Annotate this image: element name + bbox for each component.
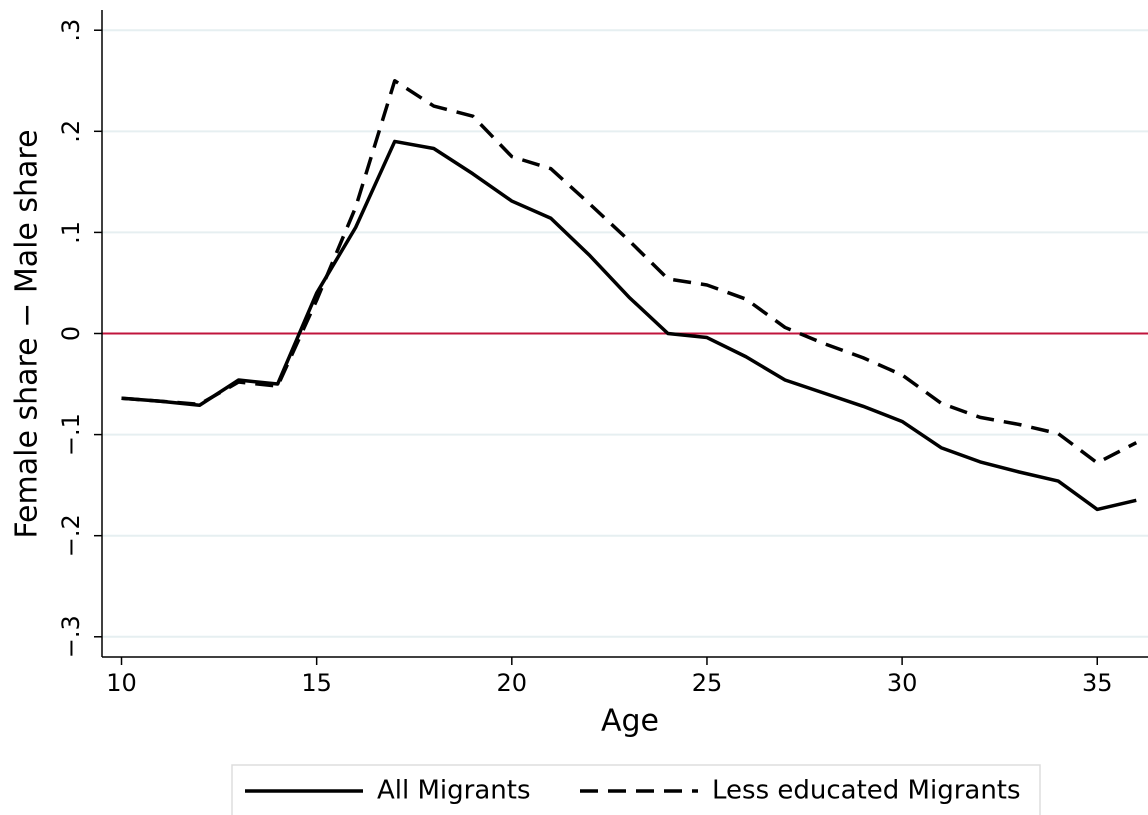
y-tick-label: .2 (57, 120, 85, 143)
legend-label: All Migrants (377, 776, 531, 806)
x-axis-title: Age (601, 704, 659, 739)
y-tick-label: −.2 (57, 514, 85, 557)
y-tick-label: −.1 (57, 413, 85, 456)
series-line (121, 79, 1138, 465)
x-tick-label: 35 (1082, 669, 1113, 697)
x-tick-label: 15 (301, 669, 332, 697)
x-tick-label: 25 (692, 669, 723, 697)
y-tick-label: 0 (57, 326, 85, 341)
x-tick-label: 10 (106, 669, 137, 697)
y-axis-title: Female share − Male share (10, 129, 45, 538)
y-tick-label: .1 (57, 221, 85, 244)
y-tick-label: .3 (57, 19, 85, 42)
series-line (121, 139, 1137, 512)
y-tick-label: −.3 (57, 615, 85, 658)
x-tick-label: 30 (887, 669, 918, 697)
x-tick-label: 20 (497, 669, 528, 697)
legend-label: Less educated Migrants (712, 776, 1021, 806)
